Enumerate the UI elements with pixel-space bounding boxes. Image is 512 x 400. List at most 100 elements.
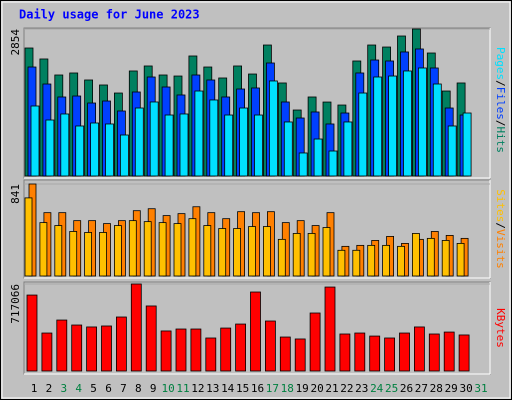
bar bbox=[116, 316, 127, 372]
bar bbox=[130, 283, 142, 372]
bar bbox=[369, 335, 381, 372]
bar bbox=[24, 197, 33, 277]
bar bbox=[294, 338, 306, 372]
bar bbox=[254, 114, 263, 177]
x-tick-label: 14 bbox=[221, 382, 235, 395]
bar bbox=[188, 218, 197, 277]
legend-entry: KBytes bbox=[494, 308, 507, 348]
x-tick-label: 3 bbox=[60, 382, 67, 395]
bar bbox=[194, 90, 204, 177]
bar bbox=[128, 220, 137, 277]
bar bbox=[268, 80, 278, 177]
bar bbox=[279, 336, 291, 372]
legend-entry: Pages bbox=[494, 47, 507, 80]
chart-title: Daily usage for June 2023 bbox=[19, 8, 200, 22]
x-tick-label: 28 bbox=[430, 382, 443, 395]
y-tick-label: 717066 bbox=[9, 284, 22, 324]
bar bbox=[120, 134, 129, 177]
y-tick-label: 2854 bbox=[9, 29, 22, 56]
bar bbox=[75, 125, 85, 177]
y-tick-label: 841 bbox=[9, 184, 22, 204]
bar bbox=[358, 92, 368, 177]
bar bbox=[250, 291, 261, 372]
bar bbox=[328, 150, 338, 177]
bar bbox=[462, 112, 472, 177]
bar bbox=[101, 325, 112, 372]
bar bbox=[399, 332, 410, 372]
bar bbox=[30, 105, 40, 177]
bar bbox=[164, 114, 174, 177]
bar bbox=[373, 76, 383, 177]
bar bbox=[458, 334, 470, 372]
x-tick-label: 19 bbox=[296, 382, 309, 395]
bar bbox=[160, 330, 172, 372]
bar bbox=[432, 83, 442, 177]
bar bbox=[145, 305, 157, 372]
bar bbox=[179, 113, 189, 177]
x-tick-label: 9 bbox=[150, 382, 157, 395]
bar bbox=[413, 326, 425, 372]
x-tick-label: 31 bbox=[474, 382, 487, 395]
bar bbox=[239, 107, 249, 177]
bar bbox=[209, 99, 219, 177]
bar bbox=[354, 332, 366, 372]
bar bbox=[428, 333, 440, 372]
bar bbox=[367, 244, 376, 277]
legend: Sites/Visits bbox=[494, 189, 507, 269]
bar bbox=[322, 227, 331, 277]
x-tick-label: 30 bbox=[459, 382, 472, 395]
x-tick-label: 5 bbox=[90, 382, 97, 395]
bar bbox=[220, 327, 232, 372]
bar bbox=[456, 243, 465, 277]
bar bbox=[143, 221, 152, 277]
bar bbox=[384, 337, 396, 372]
bar bbox=[54, 225, 63, 277]
x-tick-label: 25 bbox=[385, 382, 398, 395]
bar bbox=[324, 286, 336, 372]
bar bbox=[114, 225, 122, 277]
legend-entry: Hits bbox=[494, 127, 507, 154]
bar bbox=[382, 244, 391, 277]
bar bbox=[248, 226, 256, 277]
bar bbox=[105, 123, 114, 177]
legend-entry: Files bbox=[494, 87, 507, 120]
bar bbox=[203, 225, 212, 277]
x-tick-label: 22 bbox=[340, 382, 353, 395]
legend: KBytes bbox=[494, 308, 507, 348]
x-tick-label: 4 bbox=[75, 382, 82, 395]
bar bbox=[388, 75, 398, 177]
bar bbox=[175, 328, 187, 372]
bar bbox=[447, 125, 457, 177]
bar bbox=[343, 121, 353, 177]
bar bbox=[235, 323, 247, 372]
bar bbox=[397, 245, 405, 277]
bar bbox=[158, 222, 167, 277]
x-tick-label: 18 bbox=[281, 382, 294, 395]
bar bbox=[426, 237, 435, 277]
x-tick-label: 7 bbox=[120, 382, 127, 395]
bar bbox=[90, 122, 99, 177]
x-tick-label: 13 bbox=[206, 382, 219, 395]
bar bbox=[173, 223, 182, 277]
x-tick-label: 8 bbox=[135, 382, 142, 395]
bar bbox=[224, 114, 234, 177]
x-tick-label: 12 bbox=[191, 382, 204, 395]
bar bbox=[45, 119, 55, 177]
x-tick-label: 21 bbox=[325, 382, 338, 395]
x-tick-label: 17 bbox=[266, 382, 279, 395]
bar bbox=[41, 332, 53, 372]
bar bbox=[403, 70, 412, 177]
bar bbox=[283, 121, 293, 177]
bar bbox=[149, 101, 159, 177]
x-tick-label: 15 bbox=[236, 382, 249, 395]
bar bbox=[71, 324, 83, 372]
x-tick-label: 16 bbox=[251, 382, 264, 395]
bar bbox=[190, 328, 202, 372]
bar bbox=[298, 152, 308, 177]
bar bbox=[313, 138, 323, 177]
legend-entry: Visits bbox=[494, 229, 507, 269]
bar bbox=[39, 222, 48, 277]
bar bbox=[277, 238, 286, 277]
